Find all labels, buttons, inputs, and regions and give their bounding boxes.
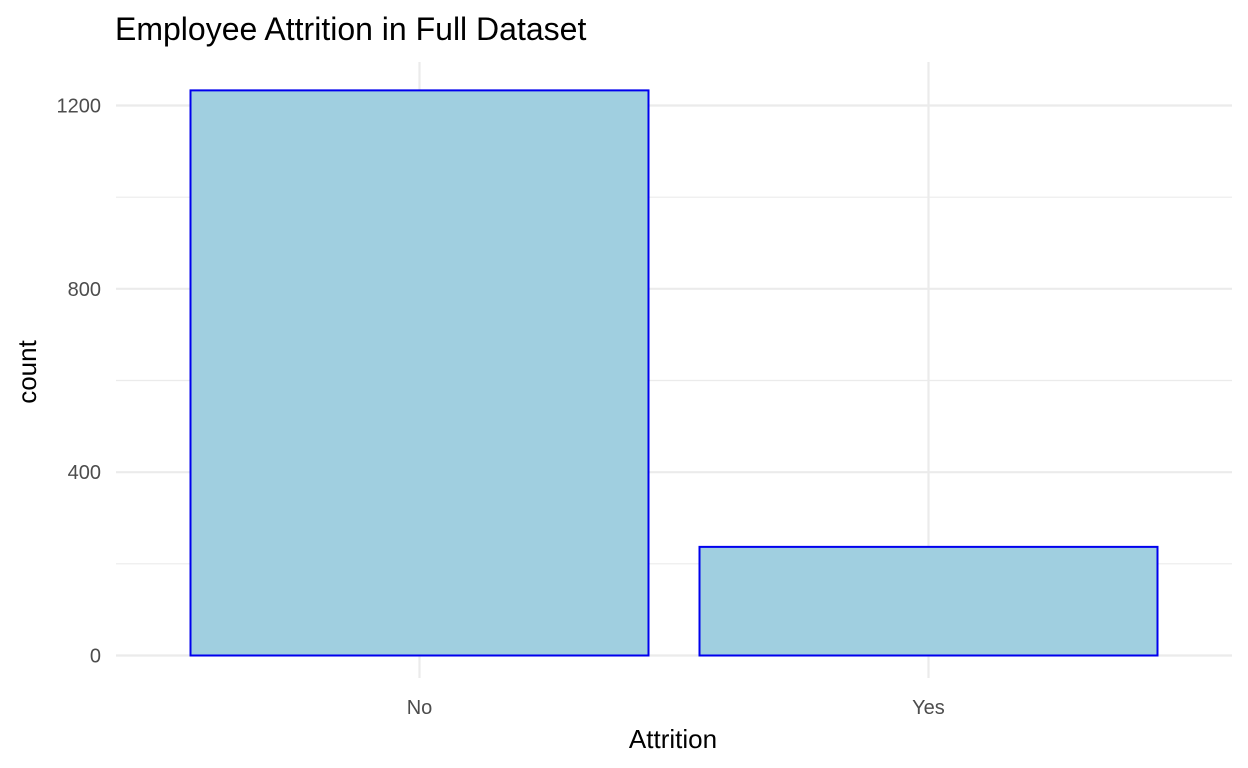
chart-title: Employee Attrition in Full Dataset bbox=[115, 11, 586, 47]
y-axis-tick-labels: 0 400 800 1200 bbox=[57, 96, 102, 668]
x-axis-title: Attrition bbox=[629, 724, 717, 754]
y-tick-label: 0 bbox=[90, 646, 101, 668]
x-axis-tick-labels: No Yes bbox=[407, 697, 945, 719]
bar-yes bbox=[698, 545, 1159, 657]
y-tick-label: 1200 bbox=[57, 96, 102, 118]
y-tick-label: 800 bbox=[68, 279, 101, 301]
y-axis-title: count bbox=[12, 339, 42, 403]
x-tick-label: No bbox=[407, 697, 433, 719]
x-tick-label: Yes bbox=[912, 697, 945, 719]
bar-no bbox=[189, 89, 650, 657]
y-tick-label: 400 bbox=[68, 462, 101, 484]
bars bbox=[189, 89, 1159, 657]
